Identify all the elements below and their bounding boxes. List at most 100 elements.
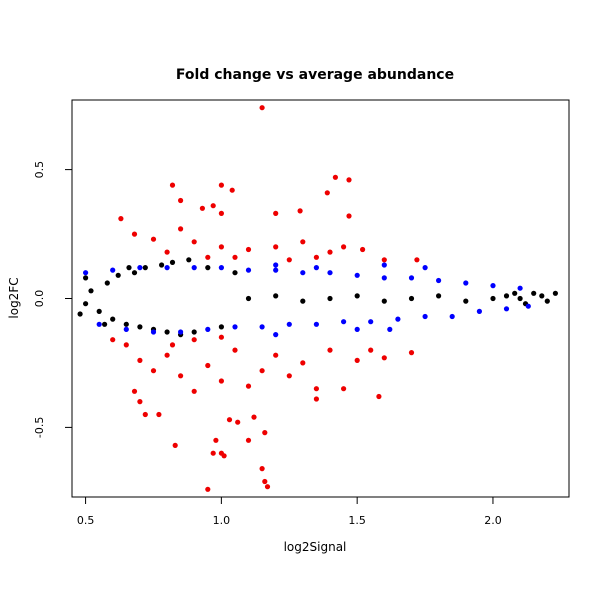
data-point-s1-13 [259,324,265,330]
data-point-s0-2 [96,308,102,314]
data-point-s1-31 [503,306,510,312]
data-point-s1-16 [300,270,306,276]
data-point-s0-29 [381,298,387,304]
data-point-s1-35 [313,265,319,271]
data-point-s1-25 [422,313,428,320]
data-point-s0-12 [164,329,170,335]
data-point-s2-9 [118,216,124,222]
data-point-s2-37 [164,352,170,358]
data-point-s2-42 [232,347,238,353]
data-point-s2-71 [221,453,227,459]
data-point-s1-14 [273,267,279,273]
data-point-s2-32 [313,254,319,260]
data-point-s2-30 [232,254,238,260]
data-point-s2-51 [354,357,360,363]
data-point-s1-36 [381,262,387,268]
data-point-s2-5 [229,187,235,193]
data-point-s2-60 [213,437,219,443]
data-point-s2-59 [156,411,162,418]
data-point-s2-53 [381,355,387,361]
data-point-s2-18 [191,239,197,245]
data-point-s1-22 [381,275,387,281]
chart-title: Fold change vs average abundance [176,67,454,83]
data-point-s2-55 [131,388,138,394]
data-point-s1-27 [449,313,455,320]
data-point-s1-3 [123,326,129,332]
data-point-s2-36 [150,368,157,374]
x-axis: 0.5 1.0 1.5 2.0 [77,496,502,527]
data-point-s2-14 [346,213,352,219]
data-point-s1-38 [273,332,279,338]
y-tick-label-2: 0.5 [33,161,46,179]
data-point-s2-6 [324,190,330,196]
data-point-s2-63 [235,419,241,425]
data-point-s0-32 [463,298,469,304]
data-point-s1-21 [368,319,374,325]
data-point-s0-15 [186,257,192,263]
y-tick-label-1: 0.0 [33,290,46,308]
data-point-s2-67 [259,466,265,472]
data-point-s2-35 [137,357,143,363]
data-point-s2-3 [332,174,338,180]
data-point-s2-26 [381,257,387,263]
data-point-s2-23 [327,249,333,255]
data-point-s2-20 [245,246,252,253]
data-point-s2-11 [218,210,224,216]
data-point-s2-10 [199,205,205,211]
data-point-s0-26 [300,298,306,304]
data-point-s2-34 [123,342,129,348]
data-point-s0-20 [83,275,89,281]
data-point-s1-2 [110,267,116,273]
data-point-s0-36 [531,290,537,296]
data-point-s1-26 [436,277,442,284]
data-point-s1-32 [517,285,523,291]
data-point-s0-33 [490,295,496,302]
data-point-s1-24 [408,275,415,281]
data-point-s0-5 [115,272,121,278]
data-point-s0-28 [354,293,360,299]
data-point-s1-30 [490,283,496,289]
data-point-s2-54 [408,350,415,356]
data-point-s2-4 [346,177,352,183]
data-point-s1-19 [341,319,347,325]
data-point-s2-75 [169,342,176,348]
data-point-s2-15 [131,231,138,237]
data-point-s0-0 [83,301,89,307]
data-point-s0-34 [503,293,510,299]
x-tick-label-1: 1.0 [213,514,231,527]
data-point-s2-21 [273,244,279,250]
data-point-s2-31 [286,257,292,263]
data-point-s2-13 [297,208,303,214]
data-point-s1-18 [327,270,333,276]
data-point-s0-22 [102,321,108,327]
data-point-s2-47 [300,360,306,366]
data-point-s2-50 [341,386,347,392]
data-point-s2-65 [251,414,257,420]
data-point-s2-38 [178,373,184,379]
data-point-s2-12 [273,210,279,216]
data-point-s1-20 [354,272,360,278]
data-point-s0-37 [539,293,545,299]
x-tick-label-2: 1.5 [348,514,366,527]
data-point-s1-40 [387,326,393,332]
data-point-s1-17 [313,321,319,327]
y-tick-label-0: -0.5 [33,417,46,438]
data-point-s2-56 [142,411,148,418]
data-point-s2-48 [313,386,319,392]
data-point-s1-33 [525,303,531,309]
data-point-s1-9 [205,326,211,332]
data-point-s2-19 [218,244,224,250]
data-point-s2-57 [137,399,143,405]
data-point-s1-15 [286,321,292,327]
data-point-s2-44 [259,368,265,374]
data-point-s1-29 [476,308,482,314]
data-point-s2-25 [360,246,366,253]
data-point-s0-1 [88,288,94,294]
data-point-s2-0 [259,105,265,111]
data-point-s0-13 [169,259,176,265]
data-point-s2-39 [191,388,197,394]
data-point-s1-11 [232,324,238,330]
x-tick-label-0: 0.5 [77,514,95,527]
data-point-s0-19 [232,270,238,276]
data-point-s2-66 [262,430,268,436]
